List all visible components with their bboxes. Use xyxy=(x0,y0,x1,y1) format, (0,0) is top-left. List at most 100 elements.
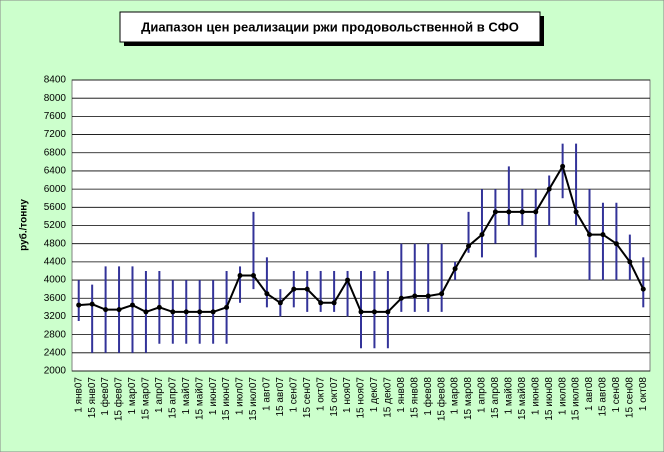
x-tick-label: 1 дек07 xyxy=(369,377,380,413)
point xyxy=(291,286,297,292)
point xyxy=(76,302,82,308)
x-tick-label: 1 фев08 xyxy=(422,377,434,416)
x-tick-label: 1 май08 xyxy=(504,377,515,415)
point xyxy=(224,304,230,310)
y-tick-label: 4000 xyxy=(44,275,67,286)
x-tick-label: 1 окт08 xyxy=(638,377,649,412)
point xyxy=(345,277,351,283)
point xyxy=(156,304,162,310)
x-tick-label: 15 апр07 xyxy=(167,377,178,419)
point xyxy=(250,273,256,279)
x-tick-label: 15 мар07 xyxy=(141,377,152,420)
point xyxy=(210,309,216,315)
point xyxy=(546,186,552,192)
point xyxy=(129,302,135,308)
x-tick-label: 15 янв07 xyxy=(87,377,98,419)
x-tick-label: 1 июл08 xyxy=(557,377,568,416)
point xyxy=(143,309,149,315)
x-tick-label: 1 июн07 xyxy=(208,377,219,416)
y-tick-label: 3600 xyxy=(44,293,67,304)
x-tick-label: 1 апр07 xyxy=(154,377,165,413)
x-tick-label: 15 май07 xyxy=(194,377,205,420)
x-tick-label: 1 июн08 xyxy=(530,377,541,416)
x-tick-label: 1 фев07 xyxy=(99,377,111,416)
x-tick-label: 15 апр08 xyxy=(490,377,501,419)
x-tick-label: 15 янв08 xyxy=(409,377,420,419)
point xyxy=(640,286,646,292)
point xyxy=(506,209,512,215)
y-tick-label: 5200 xyxy=(44,220,67,231)
y-tick-label: 7200 xyxy=(44,129,67,140)
x-tick-label: 1 мар08 xyxy=(450,377,461,415)
y-tick-label: 5600 xyxy=(44,202,67,213)
point xyxy=(170,309,176,315)
y-tick-label: 4400 xyxy=(44,257,67,268)
point xyxy=(573,209,579,215)
point xyxy=(371,309,377,315)
y-axis-label: руб./тонну xyxy=(18,199,30,251)
y-tick-label: 6400 xyxy=(44,166,67,177)
point xyxy=(398,295,404,301)
x-tick-label: 1 апр08 xyxy=(477,377,488,413)
x-tick-label: 15 фев07 xyxy=(113,377,125,422)
point xyxy=(385,309,391,315)
x-tick-label: 15 июл07 xyxy=(248,377,259,421)
x-tick-label: 15 дек07 xyxy=(383,377,394,418)
point xyxy=(197,309,203,315)
x-tick-label: 1 сен08 xyxy=(611,377,622,413)
x-tick-label: 15 сен07 xyxy=(302,377,313,419)
x-tick-label: 15 сен08 xyxy=(624,377,635,419)
x-tick-label: 1 окт07 xyxy=(315,377,326,412)
y-tick-label: 3200 xyxy=(44,311,67,322)
point xyxy=(560,163,566,169)
point xyxy=(116,307,122,313)
y-tick-label: 4800 xyxy=(44,238,67,249)
x-tick-label: 15 ноя07 xyxy=(356,377,367,419)
y-tick-label: 2800 xyxy=(44,329,67,340)
y-tick-label: 6000 xyxy=(44,184,67,195)
x-tick-label: 1 ноя07 xyxy=(342,377,353,413)
title-box xyxy=(119,11,541,43)
point xyxy=(237,273,243,279)
x-tick-label: 1 мар07 xyxy=(127,377,138,415)
point xyxy=(318,300,324,306)
y-tick-label: 8000 xyxy=(44,93,67,104)
point xyxy=(277,300,283,306)
point xyxy=(519,209,525,215)
point xyxy=(183,309,189,315)
point xyxy=(264,291,270,297)
point xyxy=(331,300,337,306)
x-tick-label: 1 авг07 xyxy=(262,377,273,411)
x-tick-label: 1 июл07 xyxy=(235,377,246,416)
point xyxy=(358,309,364,315)
x-tick-label: 15 май08 xyxy=(517,377,528,420)
chart-title: Диапазон цен реализации ржи продовольств… xyxy=(141,19,519,34)
y-tick-label: 6800 xyxy=(44,147,67,158)
x-tick-label: 15 авг07 xyxy=(275,377,286,417)
point xyxy=(103,307,109,313)
point xyxy=(304,286,310,292)
y-tick-label: 2400 xyxy=(44,347,67,358)
x-tick-label: 15 фев08 xyxy=(435,377,447,422)
y-tick-label: 8400 xyxy=(44,75,67,86)
point xyxy=(613,241,619,247)
x-tick-label: 1 янв07 xyxy=(73,377,84,413)
point xyxy=(533,209,539,215)
point xyxy=(412,293,418,299)
x-tick-label: 15 июн08 xyxy=(544,377,555,421)
x-tick-label: 15 окт07 xyxy=(329,377,340,417)
point xyxy=(466,243,472,249)
x-tick-label: 15 мар08 xyxy=(463,377,474,420)
point xyxy=(439,291,445,297)
x-tick-label: 15 июл08 xyxy=(571,377,582,421)
point xyxy=(587,232,593,238)
x-tick-label: 15 июн07 xyxy=(221,377,232,421)
x-tick-label: 1 сен07 xyxy=(288,377,299,413)
x-tick-label: 1 май07 xyxy=(181,377,192,415)
y-tick-label: 7600 xyxy=(44,111,67,122)
x-tick-label: 15 авг08 xyxy=(598,377,609,417)
x-tick-label: 1 авг08 xyxy=(584,377,595,411)
point xyxy=(627,259,633,265)
point xyxy=(600,232,606,238)
